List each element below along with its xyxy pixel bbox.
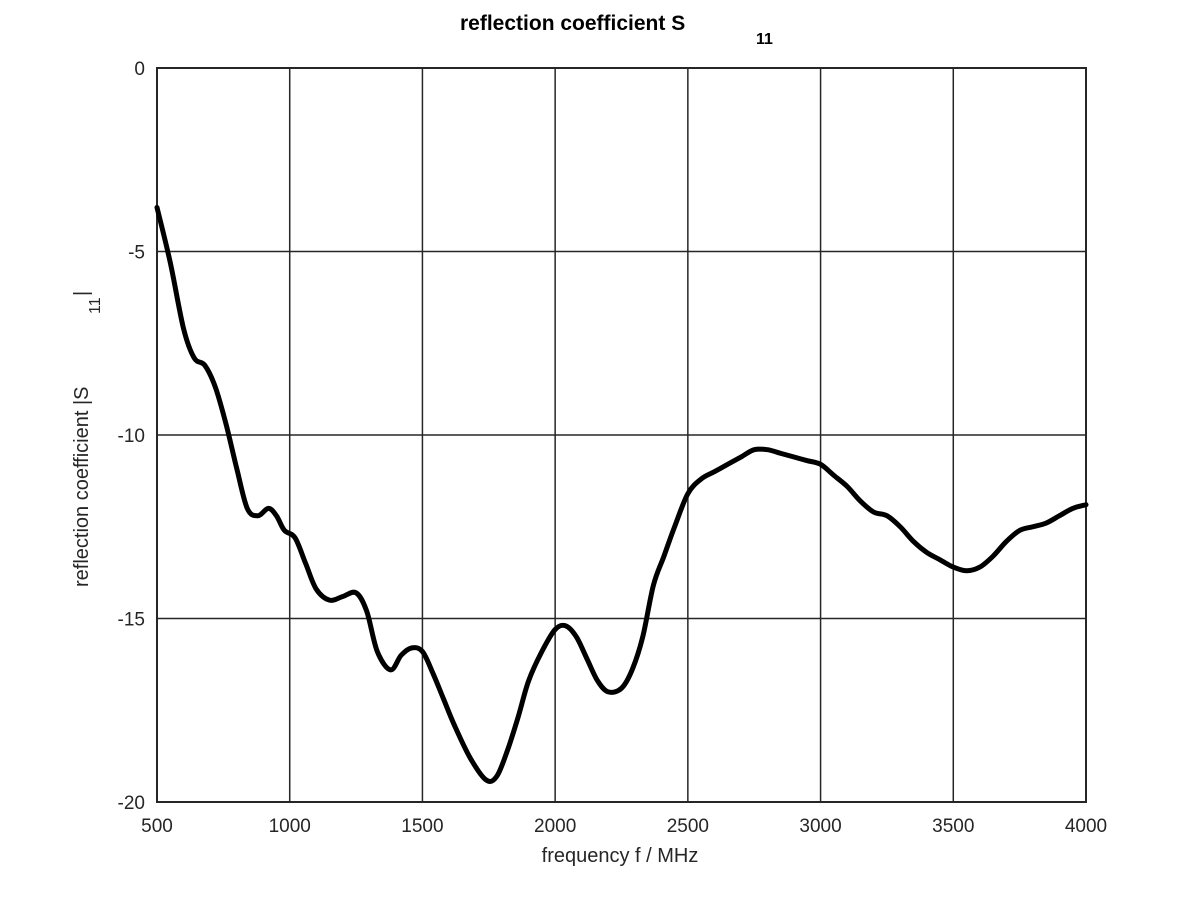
- y-axis-label-subscript: 11: [87, 297, 104, 314]
- y-tick-label: -20: [118, 793, 145, 814]
- x-axis-ticks: 500 1000 1500 2000 2500 3000 3500 4000: [141, 816, 1107, 837]
- y-tick-label: -10: [118, 426, 145, 447]
- plot-frame: [156, 67, 1087, 803]
- chart-title: reflection coefficient S: [460, 12, 685, 35]
- grid-lines: [156, 67, 1087, 803]
- y-tick-label: 0: [134, 59, 145, 80]
- x-tick-label: 1500: [401, 816, 443, 837]
- x-tick-label: 2000: [534, 816, 576, 837]
- chart-title-subscript: 11: [756, 31, 773, 48]
- y-tick-label: -5: [128, 243, 145, 264]
- x-tick-label: 4000: [1065, 816, 1107, 837]
- x-axis-label: frequency f / MHz: [542, 845, 699, 867]
- x-tick-label: 500: [141, 816, 173, 837]
- y-axis-label: reflection coefficient |S: [71, 387, 93, 588]
- x-tick-label: 3000: [799, 816, 841, 837]
- y-axis-ticks: -20 -15 -10 -5 0: [118, 59, 145, 814]
- y-axis-label-group: reflection coefficient |S 11 |: [71, 291, 104, 587]
- y-tick-label: -15: [118, 610, 145, 631]
- x-tick-label: 2500: [667, 816, 709, 837]
- y-axis-label-suffix: |: [71, 291, 93, 296]
- x-tick-label: 1000: [269, 816, 311, 837]
- x-tick-label: 3500: [932, 816, 974, 837]
- s11-curve: [154, 204, 1089, 784]
